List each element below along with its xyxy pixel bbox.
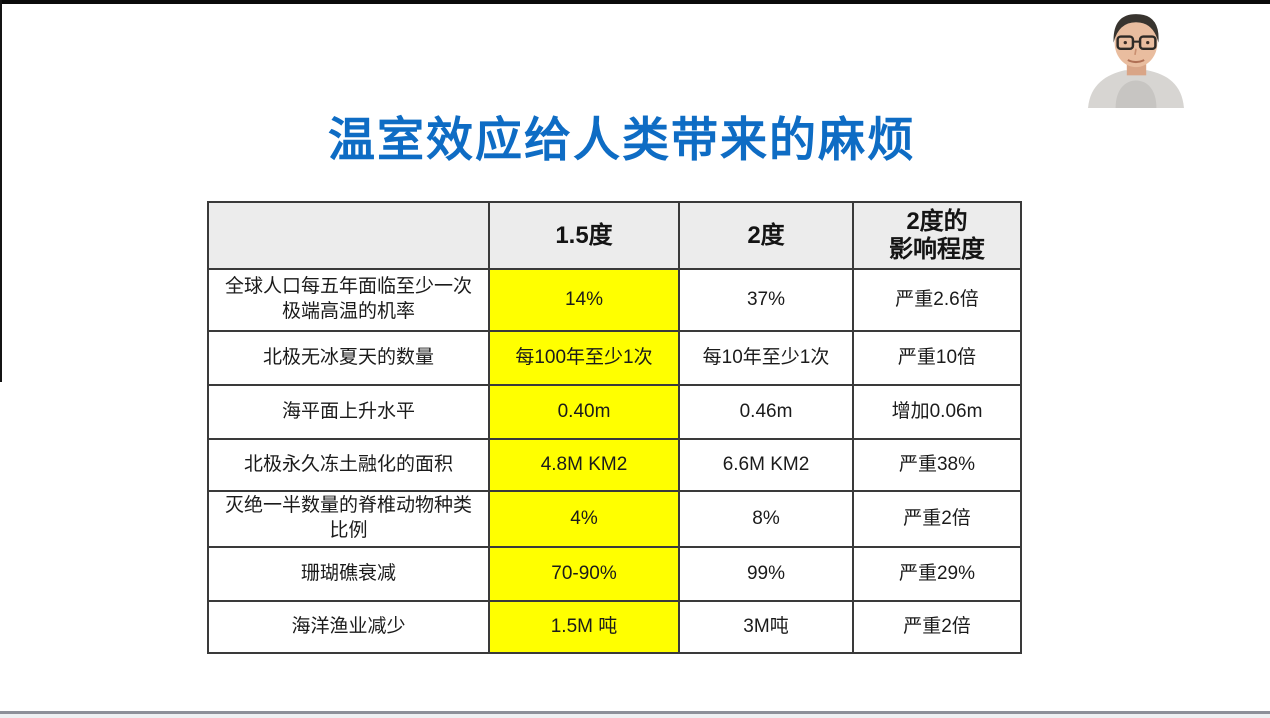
impact-cell: 严重29% [852, 546, 1022, 602]
table-row: 海平面上升水平 0.40m 0.46m 增加0.06m [207, 384, 1022, 440]
header-impact-level: 2度的 影响程度 [852, 201, 1022, 270]
deg15-cell: 4.8M KM2 [488, 438, 680, 492]
metric-cell: 北极永久冻土融化的面积 [207, 438, 490, 492]
header-1-5-degree: 1.5度 [488, 201, 680, 270]
table-row: 灭绝一半数量的脊椎动物种类比例 4% 8% 严重2倍 [207, 490, 1022, 548]
impact-table: 1.5度 2度 2度的 影响程度 全球人口每五年面临至少一次极端高温的机率 14… [207, 201, 1022, 654]
deg2-cell: 0.46m [678, 384, 854, 440]
page-top-border [0, 0, 1270, 4]
metric-cell: 灭绝一半数量的脊椎动物种类比例 [207, 490, 490, 548]
metric-cell: 海平面上升水平 [207, 384, 490, 440]
deg15-cell: 70-90% [488, 546, 680, 602]
page-left-border [0, 0, 2, 382]
metric-cell: 北极无冰夏天的数量 [207, 330, 490, 386]
slide-title: 温室效应给人类带来的麻烦 [328, 113, 916, 167]
metric-cell: 海洋渔业减少 [207, 600, 490, 654]
table-row: 珊瑚礁衰减 70-90% 99% 严重29% [207, 546, 1022, 602]
table-row: 全球人口每五年面临至少一次极端高温的机率 14% 37% 严重2.6倍 [207, 268, 1022, 332]
deg15-cell: 0.40m [488, 384, 680, 440]
table-row: 北极无冰夏天的数量 每100年至少1次 每10年至少1次 严重10倍 [207, 330, 1022, 386]
header-metric [207, 201, 490, 270]
deg2-cell: 8% [678, 490, 854, 548]
metric-cell: 全球人口每五年面临至少一次极端高温的机率 [207, 268, 490, 332]
page-bottom-strip [0, 714, 1270, 718]
impact-cell: 增加0.06m [852, 384, 1022, 440]
presenter-webcam [1080, 10, 1192, 108]
impact-cell: 严重2倍 [852, 600, 1022, 654]
deg15-cell: 14% [488, 268, 680, 332]
header-2-degree: 2度 [678, 201, 854, 270]
impact-cell: 严重10倍 [852, 330, 1022, 386]
table-header-row: 1.5度 2度 2度的 影响程度 [207, 201, 1022, 270]
deg2-cell: 6.6M KM2 [678, 438, 854, 492]
page-bottom-border [0, 711, 1270, 714]
person-avatar-icon [1088, 14, 1184, 108]
impact-cell: 严重2.6倍 [852, 268, 1022, 332]
table-row: 北极永久冻土融化的面积 4.8M KM2 6.6M KM2 严重38% [207, 438, 1022, 492]
deg2-cell: 每10年至少1次 [678, 330, 854, 386]
table-row: 海洋渔业减少 1.5M 吨 3M吨 严重2倍 [207, 600, 1022, 654]
metric-cell: 珊瑚礁衰减 [207, 546, 490, 602]
deg15-cell: 1.5M 吨 [488, 600, 680, 654]
impact-cell: 严重2倍 [852, 490, 1022, 548]
deg15-cell: 每100年至少1次 [488, 330, 680, 386]
deg2-cell: 99% [678, 546, 854, 602]
deg2-cell: 3M吨 [678, 600, 854, 654]
impact-cell: 严重38% [852, 438, 1022, 492]
deg2-cell: 37% [678, 268, 854, 332]
deg15-cell: 4% [488, 490, 680, 548]
